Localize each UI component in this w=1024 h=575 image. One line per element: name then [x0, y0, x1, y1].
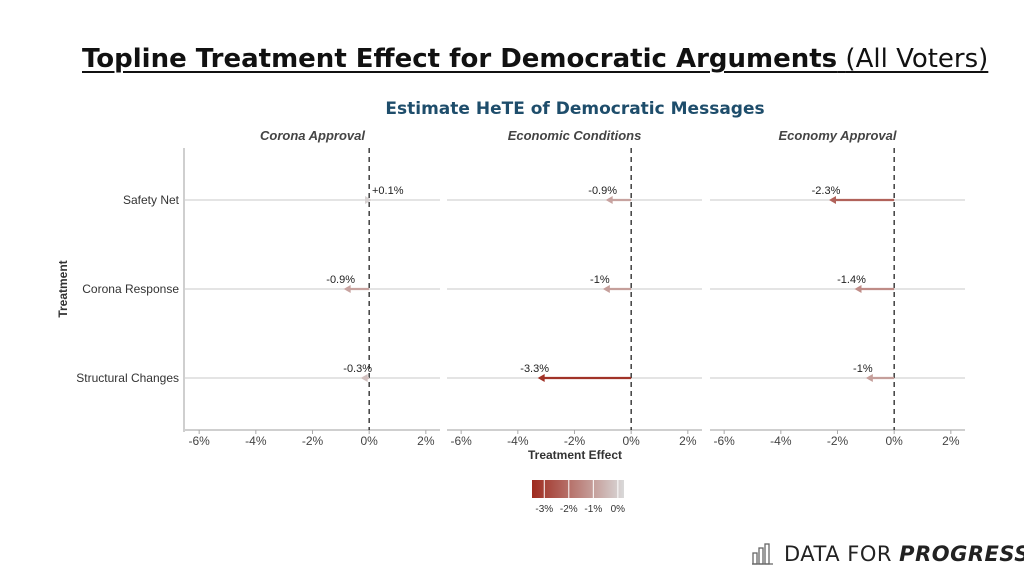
- logo-text-regular: DATA FOR: [784, 542, 892, 566]
- effect-arrow: [602, 285, 632, 293]
- x-tick-label: 0%: [622, 434, 640, 448]
- color-legend-label: -3%: [535, 504, 553, 515]
- panel-title: Corona Approval: [260, 128, 365, 143]
- treatment-effect-chart: Estimate HeTE of Democratic Messages Cor…: [56, 99, 965, 515]
- x-tick-label: -6%: [713, 434, 735, 448]
- effect-arrow: [537, 374, 632, 382]
- y-category-label: Corona Response: [82, 282, 179, 296]
- x-tick-label: -2%: [564, 434, 586, 448]
- x-tick-label: 0%: [885, 434, 903, 448]
- y-category-label: Safety Net: [123, 193, 180, 207]
- effect-arrow: [865, 374, 895, 382]
- effect-arrow: [829, 196, 895, 204]
- data-label: -2.3%: [812, 185, 841, 197]
- panel-2: Economic Conditions -6% -4% -2% 0% 2% -0.9% -1%…: [447, 128, 702, 448]
- x-axis-title: Treatment Effect: [528, 448, 622, 462]
- x-tick-label: -6%: [188, 434, 210, 448]
- data-label: -1%: [590, 274, 610, 286]
- slide-title-subtitle: (All Voters): [845, 44, 989, 74]
- data-label: -0.9%: [326, 274, 355, 286]
- effect-arrow: [854, 285, 895, 293]
- y-category-label: Structural Changes: [76, 371, 179, 385]
- color-legend-bar: [532, 480, 624, 498]
- x-tick-label: -6%: [450, 434, 472, 448]
- color-legend: -3% -2% -1% 0%: [532, 480, 625, 515]
- x-tick-label: 2%: [679, 434, 697, 448]
- data-label: -1%: [853, 363, 873, 375]
- chart-title: Estimate HeTE of Democratic Messages: [385, 99, 764, 119]
- color-legend-label: 0%: [611, 504, 626, 515]
- effect-arrow: [343, 285, 370, 293]
- x-tick-label: 2%: [942, 434, 960, 448]
- x-tick-label: 2%: [417, 434, 435, 448]
- x-tick-label: -4%: [770, 434, 792, 448]
- data-label: -0.3%: [343, 363, 372, 375]
- x-tick-label: -2%: [302, 434, 324, 448]
- data-label: +0.1%: [372, 185, 404, 197]
- color-legend-label: -2%: [560, 504, 578, 515]
- effect-arrow: [360, 374, 370, 382]
- y-axis-title: Treatment: [56, 260, 70, 317]
- logo-text-italic: PROGRESS: [899, 542, 1024, 566]
- brand-logo: DATA FOR PROGRESS: [752, 540, 1024, 568]
- x-tick-label: -4%: [245, 434, 267, 448]
- bar-chart-logo-icon: [752, 543, 773, 565]
- panel-1: Corona Approval -6% -4% -2% 0% 2% +0.1% -0.9% -0…: [185, 128, 440, 448]
- x-tick-label: -4%: [507, 434, 529, 448]
- panel-3: Economy Approval -6% -4% -2% 0% 2% -2.3% -1.4% -…: [710, 128, 965, 448]
- logo-text: DATA FOR PROGRESS: [784, 542, 1024, 566]
- panel-title: Economy Approval: [779, 128, 897, 143]
- chart-panels: Corona Approval -6% -4% -2% 0% 2% +0.1% -0.9% -0…: [183, 128, 965, 448]
- x-tick-label: -2%: [827, 434, 849, 448]
- x-tick-label: 0%: [360, 434, 378, 448]
- data-label: -0.9%: [588, 185, 617, 197]
- effect-arrow: [365, 196, 372, 204]
- color-legend-label: -1%: [584, 504, 602, 515]
- data-label: -3.3%: [520, 363, 549, 375]
- slide-title-bold: Topline Treatment Effect for Democratic …: [82, 44, 838, 74]
- panel-title: Economic Conditions: [508, 128, 642, 143]
- y-axis-labels: Safety Net Corona Response Structural Chan…: [76, 193, 179, 385]
- effect-arrow: [605, 196, 632, 204]
- slide-title: Topline Treatment Effect for Democratic …: [82, 44, 988, 74]
- data-label: -1.4%: [837, 274, 866, 286]
